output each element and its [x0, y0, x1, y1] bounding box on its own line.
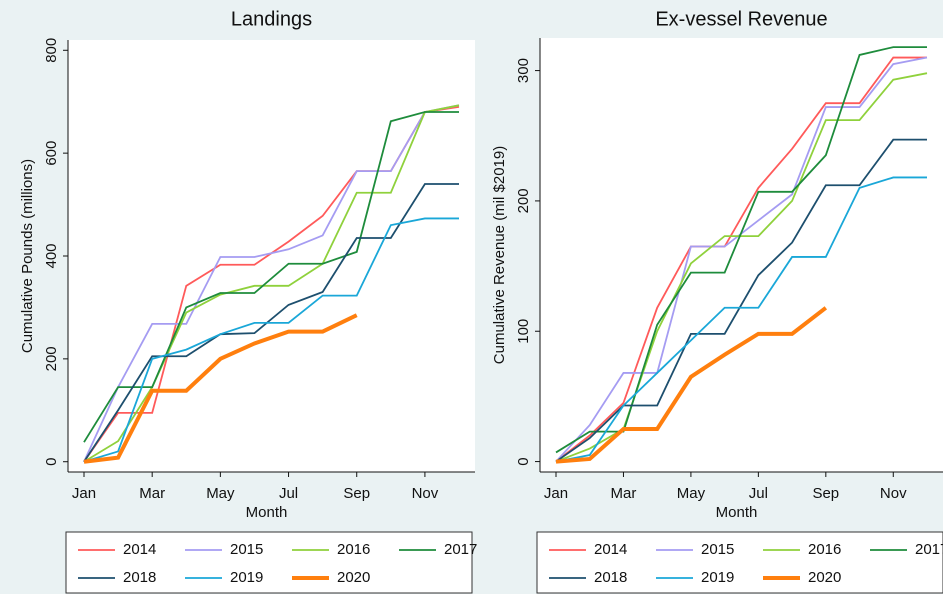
x-tick-label: Mar — [139, 485, 165, 502]
series-line — [83, 104, 460, 463]
legend-label: 2019 — [701, 569, 734, 586]
legend-label: 2016 — [808, 541, 841, 558]
legend-label: 2014 — [123, 541, 156, 558]
series-line — [555, 138, 927, 463]
y-axis-label: Cumulative Revenue (mil $2019) — [491, 146, 508, 364]
y-tick-label: 100 — [515, 319, 532, 344]
legend-label: 2015 — [701, 541, 734, 558]
series-line — [555, 306, 828, 464]
panel: Landings 0 200 400 600 800 Jan Mar May Jul Sep Nov M… — [19, 8, 477, 594]
x-tick-label: Jan — [544, 485, 568, 502]
x-tick-label: May — [206, 485, 235, 502]
y-tick-label: 200 — [515, 188, 532, 213]
x-axis-label: Month — [716, 504, 758, 521]
x-tick-label: May — [677, 485, 706, 502]
x-tick-label: Jul — [749, 485, 768, 502]
x-tick-label: Nov — [412, 485, 439, 502]
x-tick-label: Sep — [812, 485, 839, 502]
y-axis-label: Cumulative Pounds (millions) — [19, 159, 36, 353]
legend-label: 2018 — [123, 569, 156, 586]
series-line — [83, 111, 459, 443]
legend-label: 2019 — [230, 569, 263, 586]
x-tick-label: Jul — [279, 485, 298, 502]
series-line — [83, 217, 459, 463]
y-tick-label: 400 — [43, 243, 60, 268]
chart-title: Landings — [231, 8, 312, 30]
y-tick-label: 300 — [515, 58, 532, 83]
chart-title: Ex-vessel Revenue — [655, 8, 827, 30]
legend-label: 2014 — [594, 541, 627, 558]
legend-label: 2018 — [594, 569, 627, 586]
y-tick-label: 0 — [515, 457, 532, 465]
x-tick-label: Nov — [880, 485, 907, 502]
series-line — [83, 104, 460, 463]
legend-label: 2016 — [337, 541, 370, 558]
legend-label: 2015 — [230, 541, 263, 558]
series-line — [83, 313, 358, 464]
y-tick-label: 200 — [43, 346, 60, 371]
y-tick-label: 600 — [43, 141, 60, 166]
legend-box — [536, 531, 943, 594]
panel: Ex-vessel Revenue 0 100 200 300 Jan Mar May Jul S… — [491, 8, 943, 594]
series-line — [83, 183, 459, 463]
series-line — [555, 176, 927, 463]
x-tick-label: Mar — [611, 485, 637, 502]
x-tick-label: Jan — [72, 485, 96, 502]
legend-label: 2017 — [915, 541, 943, 558]
legend-label: 2020 — [337, 569, 370, 586]
legend-box — [65, 531, 473, 594]
y-tick-label: 0 — [43, 458, 60, 466]
legend-label: 2017 — [444, 541, 477, 558]
x-tick-label: Sep — [343, 485, 370, 502]
legend-label: 2020 — [808, 569, 841, 586]
series-line — [555, 56, 927, 463]
x-axis-label: Month — [246, 504, 288, 521]
plot-area — [68, 40, 475, 472]
y-tick-label: 800 — [43, 38, 60, 63]
